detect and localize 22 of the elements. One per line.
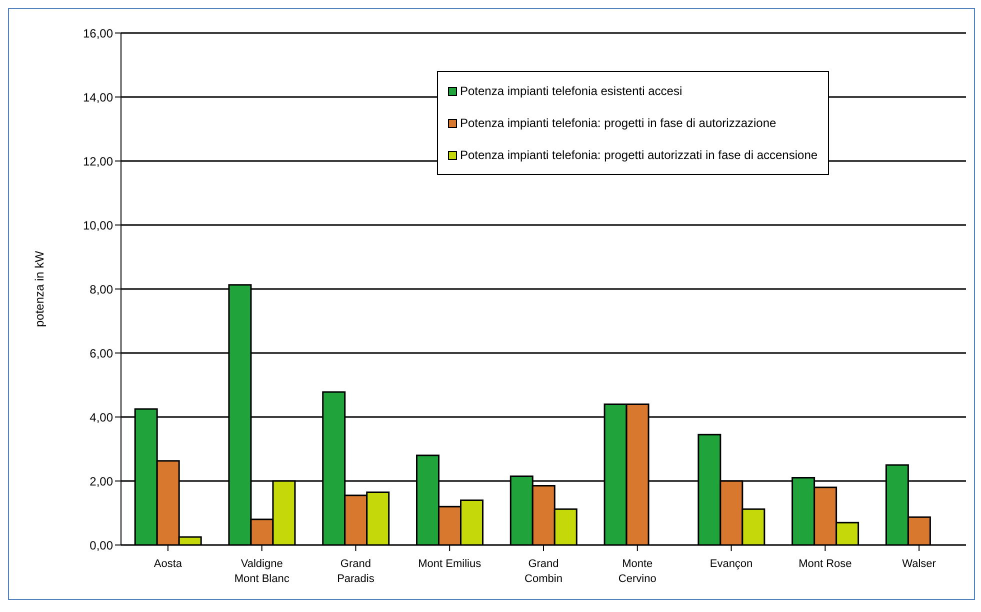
legend-label: Potenza impianti telefonia esistenti accesi [460,84,682,98]
legend-label: Potenza impianti telefonia: progetti autorizzati in fase di accensione [460,148,818,162]
y-tick-label: 4,00 [90,410,114,424]
y-tick-label: 0,00 [90,538,114,552]
x-tick-label: Evançon [710,558,753,570]
legend-label: Potenza impianti telefonia: progetti in fase di autorizzazione [460,116,776,130]
x-tick-label: Mont Emilius [418,558,482,570]
x-tick-label: Valdigne Mont Blanc [234,558,290,585]
x-tick-label: Grand Paradis [337,558,375,585]
y-tick-label: 14,00 [82,90,114,104]
x-tick-label: Grand Combin [524,558,562,585]
x-tick-label: Mont Rose [798,558,852,570]
y-tick-label: 12,00 [82,154,114,168]
x-tick-label: Aosta [154,558,183,570]
y-axis-title: potenza in kW [32,250,46,328]
x-tick-label: Monte Cervino [618,558,656,585]
y-tick-label: 8,00 [90,282,114,296]
y-tick-label: 10,00 [82,218,114,232]
y-tick-label: 6,00 [90,346,114,360]
y-tick-label: 16,00 [82,26,114,40]
x-tick-label: Walser [902,558,936,570]
y-tick-label: 2,00 [90,474,114,488]
